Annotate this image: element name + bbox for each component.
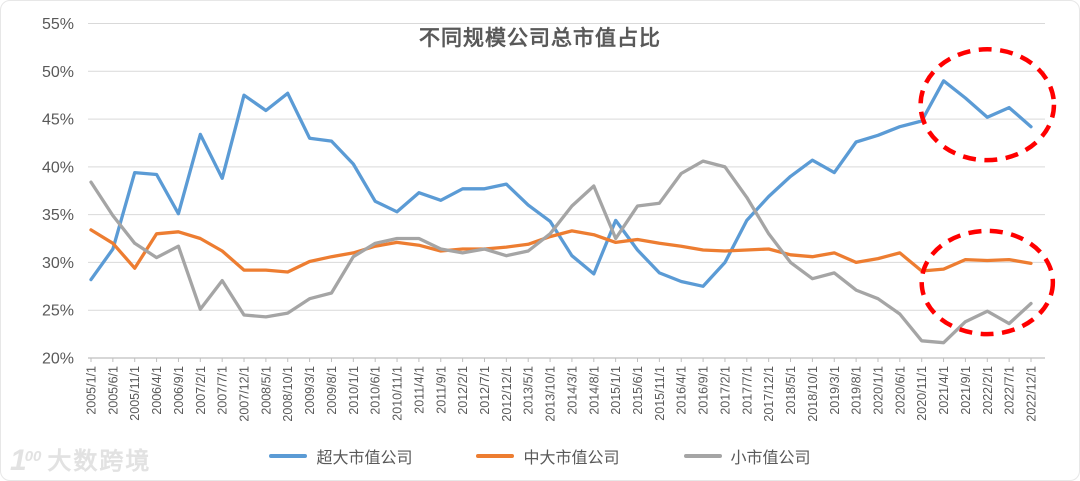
legend-label: 超大市值公司 <box>316 450 413 467</box>
x-axis-label: 2015/1/1 <box>609 366 623 415</box>
x-axis-label: 2017/2/1 <box>718 366 732 415</box>
x-axis-label: 2020/11/1 <box>915 366 929 421</box>
x-axis-label: 2017/7/1 <box>740 366 754 415</box>
legend-item: 小市值公司 <box>683 444 811 468</box>
x-axis-label: 2010/1/1 <box>347 366 361 415</box>
legend-label: 中大市值公司 <box>523 450 620 467</box>
x-axis-label: 2022/12/1 <box>1025 366 1039 422</box>
x-axis-label: 2007/12/1 <box>238 366 252 422</box>
watermark-logo-icon: 100 <box>10 443 42 477</box>
legend-line-swatch-icon <box>269 454 308 458</box>
x-axis-label: 2011/4/1 <box>412 366 426 414</box>
x-axis-label: 2012/7/1 <box>478 366 492 415</box>
x-axis-label: 2014/8/1 <box>587 366 601 415</box>
x-axis-label: 2022/7/1 <box>1003 366 1017 415</box>
x-axis-label: 2006/9/1 <box>172 366 186 415</box>
y-axis-label: 45% <box>42 112 74 129</box>
x-axis-label: 2013/10/1 <box>544 366 558 422</box>
watermark-text: 大数跨境 <box>47 448 152 475</box>
y-axis-label: 20% <box>42 351 74 368</box>
x-axis-label: 2019/8/1 <box>850 366 864 415</box>
highlight-ellipse-1 <box>919 228 1056 337</box>
x-axis-label: 2009/3/1 <box>303 366 317 415</box>
series-line-1 <box>89 228 1033 274</box>
x-axis-label: 2021/4/1 <box>937 366 951 415</box>
legend-label: 小市值公司 <box>730 450 811 467</box>
x-axis-label: 2006/4/1 <box>150 366 164 415</box>
y-axis-label: 50% <box>42 64 74 81</box>
x-axis-label: 2014/3/1 <box>565 366 579 415</box>
x-axis-label: 2007/2/1 <box>194 366 208 415</box>
chart-title: 不同规模公司总市值占比 <box>419 27 661 50</box>
x-axis-label: 2020/1/1 <box>871 366 885 415</box>
series-line-0 <box>89 79 1033 288</box>
x-axis-label: 2013/5/1 <box>522 366 536 415</box>
y-axis-label: 35% <box>42 207 74 224</box>
x-axis-label: 2010/6/1 <box>369 366 383 415</box>
x-axis-label: 2020/6/1 <box>893 366 907 415</box>
legend-line-swatch-icon <box>683 454 722 458</box>
x-axis-label: 2009/8/1 <box>325 366 339 415</box>
x-axis-label: 2018/10/1 <box>806 366 820 422</box>
x-axis-label: 2018/5/1 <box>784 366 798 415</box>
x-axis-label: 2008/10/1 <box>281 366 295 422</box>
x-axis-label: 2008/5/1 <box>259 366 273 415</box>
legend-line-swatch-icon <box>476 454 515 458</box>
x-axis-label: 2012/2/1 <box>456 366 470 415</box>
highlight-ellipse-0 <box>918 47 1057 163</box>
x-axis-label: 2010/11/1 <box>391 366 405 421</box>
x-axis-label: 2015/11/1 <box>653 366 667 421</box>
x-axis-label: 2011/9/1 <box>434 366 448 414</box>
y-axis-label: 40% <box>42 159 74 176</box>
x-axis-label: 2016/4/1 <box>675 366 689 415</box>
legend: 超大市值公司 中大市值公司 小市值公司 <box>0 444 1080 468</box>
y-axis-label: 30% <box>42 255 74 272</box>
series-line-2 <box>89 159 1033 345</box>
x-axis-label: 2007/7/1 <box>216 366 230 415</box>
legend-item: 中大市值公司 <box>476 444 620 468</box>
x-axis-label: 2005/6/1 <box>106 366 120 415</box>
x-axis-label: 2005/1/1 <box>85 366 99 415</box>
x-axis-label: 2016/9/1 <box>697 366 711 415</box>
x-axis-label: 2022/2/1 <box>981 366 995 415</box>
x-axis-label: 2019/3/1 <box>828 366 842 415</box>
y-axis-label: 55% <box>42 16 74 33</box>
legend-item: 超大市值公司 <box>269 444 412 468</box>
x-axis-label: 2015/6/1 <box>631 366 645 415</box>
y-axis-label: 25% <box>42 303 74 320</box>
x-axis-label: 2017/12/1 <box>762 366 776 422</box>
watermark: 100 大数跨境 <box>10 441 151 476</box>
x-axis-label: 2005/11/1 <box>128 366 142 421</box>
x-axis-label: 2012/12/1 <box>500 366 514 422</box>
x-axis-label: 2021/9/1 <box>959 366 973 415</box>
